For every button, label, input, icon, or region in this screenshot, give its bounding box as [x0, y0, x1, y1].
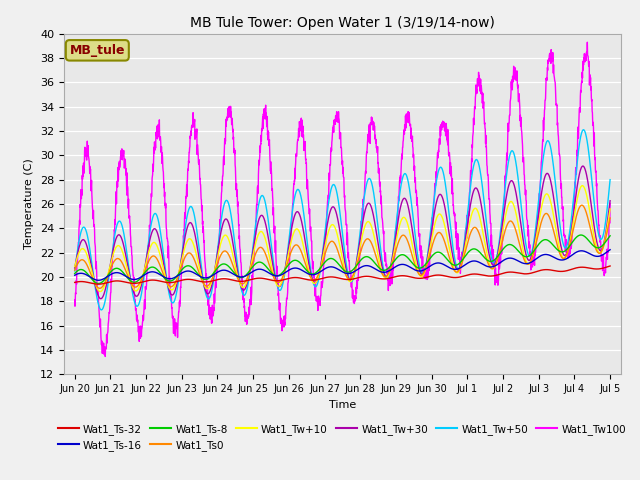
Title: MB Tule Tower: Open Water 1 (3/19/14-now): MB Tule Tower: Open Water 1 (3/19/14-now…	[190, 16, 495, 30]
Text: MB_tule: MB_tule	[70, 44, 125, 57]
Legend: Wat1_Ts-32, Wat1_Ts-16, Wat1_Ts-8, Wat1_Ts0, Wat1_Tw+10, Wat1_Tw+30, Wat1_Tw+50,: Wat1_Ts-32, Wat1_Ts-16, Wat1_Ts-8, Wat1_…	[58, 424, 626, 451]
X-axis label: Time: Time	[329, 400, 356, 409]
Y-axis label: Temperature (C): Temperature (C)	[24, 158, 35, 250]
